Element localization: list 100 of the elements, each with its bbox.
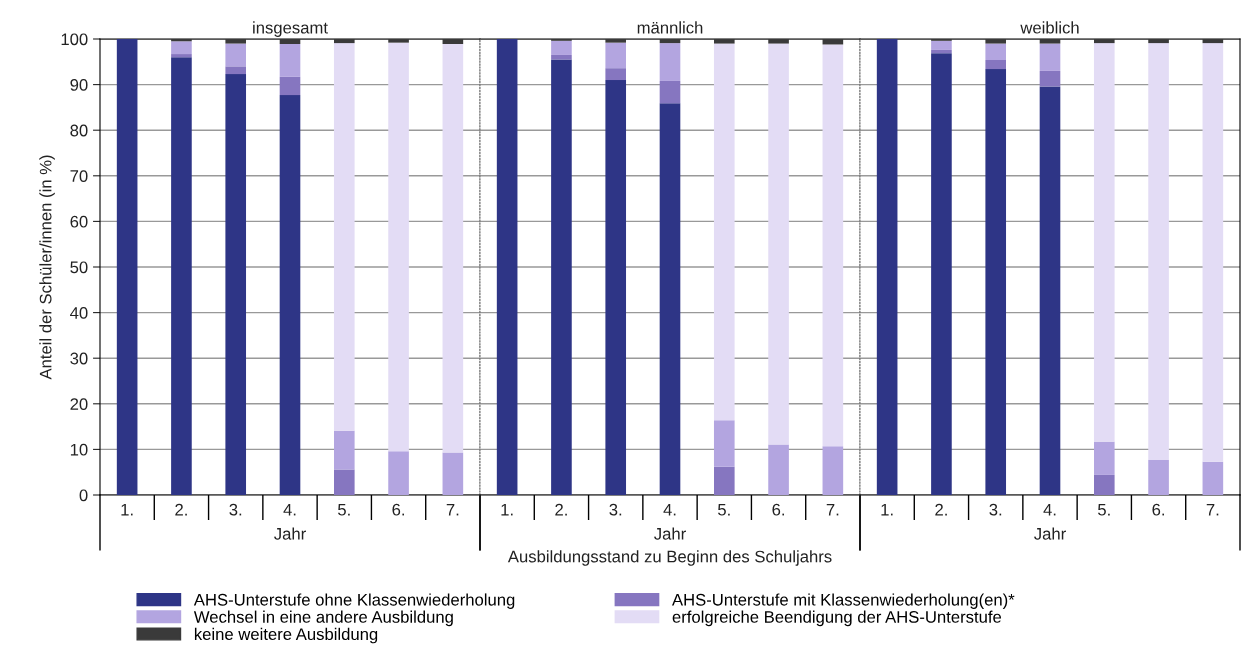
bar [659, 103, 681, 495]
bar [279, 95, 301, 495]
y-tick-label: 90 [70, 79, 88, 91]
bar [931, 40, 952, 50]
bar [605, 39, 627, 43]
bar [1148, 39, 1169, 44]
bar [1039, 43, 1061, 71]
bar [496, 39, 518, 495]
bar [388, 39, 409, 43]
bar [1148, 459, 1169, 495]
y-tick-label: 70 [70, 170, 88, 182]
bar [116, 39, 138, 495]
bar [659, 43, 681, 81]
bar [551, 54, 572, 60]
y-axis-title: Anteil der Schüler/innen (in %) [39, 155, 55, 380]
legend-label: keine weitere Ausbildung [194, 627, 378, 644]
bar [1093, 441, 1115, 475]
chart-title: insgesamt [253, 21, 328, 37]
bar [333, 39, 355, 44]
bar [388, 42, 409, 452]
bar [279, 76, 301, 96]
chart-title: weiblich [1020, 21, 1079, 34]
bar [551, 59, 572, 495]
bar [442, 44, 464, 453]
x-tick-label: 5. [718, 503, 730, 516]
x-axis-title: Jahr [274, 527, 306, 540]
bar [1039, 70, 1061, 87]
x-tick-label: 3. [609, 503, 622, 516]
legend-label: Wechsel in eine andere Ausbildung [193, 610, 453, 627]
bar [279, 39, 301, 45]
y-tick-label: 60 [70, 215, 88, 228]
bar [333, 43, 355, 431]
bar [279, 44, 301, 77]
bar [551, 40, 572, 55]
bar [171, 57, 192, 495]
bar [171, 41, 192, 55]
x-tick-label: 2. [555, 503, 567, 516]
x-tick-label: 6. [1152, 503, 1164, 516]
bar [333, 469, 355, 495]
bar [1202, 39, 1224, 44]
y-tick-label: 80 [70, 124, 88, 137]
bar [713, 43, 735, 421]
bar [225, 74, 247, 495]
bar [985, 43, 1007, 60]
bar [659, 80, 681, 104]
y-tick-label: 40 [70, 307, 88, 319]
bar [768, 43, 789, 445]
y-tick-label: 50 [70, 261, 88, 274]
x-axis-title: Jahr [654, 527, 686, 540]
y-tick-label: 30 [70, 352, 88, 365]
legend-label: AHS-Unterstufe ohne Klassenwiederholung [193, 593, 515, 609]
x-tick-label: 4. [283, 503, 296, 516]
x-tick-label: 1. [501, 503, 513, 516]
bar [713, 466, 735, 495]
x-tick-label: 1. [121, 503, 133, 516]
y-tick-label: 10 [70, 443, 88, 456]
x-tick-label: 6. [392, 503, 404, 516]
x-tick-label: 1. [881, 503, 893, 516]
x-tick-label: 5. [338, 503, 350, 516]
bar [1202, 43, 1224, 462]
bar [605, 80, 627, 495]
x-tick-label: 2. [935, 503, 947, 516]
bar [985, 59, 1007, 70]
bar [333, 430, 355, 470]
x-tick-label: 4. [663, 503, 676, 516]
bar [876, 39, 898, 495]
x-tick-label: 3. [989, 503, 1002, 516]
x-axis-title: Jahr [1034, 527, 1066, 540]
legend-label: AHS-Unterstufe mit Klassenwiederholung(en)* [672, 593, 1015, 609]
x-tick-label: 7. [1206, 503, 1219, 516]
chart-title: männlich [637, 21, 703, 34]
bar [1202, 461, 1224, 495]
bar [985, 69, 1007, 495]
bar [768, 444, 789, 495]
x-tick-label: 7. [826, 503, 839, 516]
x-tick-label: 5. [1098, 503, 1110, 516]
bar [225, 39, 247, 44]
x-tick-label: 2. [175, 503, 187, 516]
bar [1093, 39, 1115, 44]
bar [931, 49, 952, 54]
bar [713, 420, 735, 467]
x-tick-label: 4. [1043, 503, 1056, 516]
bar [225, 66, 247, 75]
bar [605, 68, 627, 81]
bar [1148, 43, 1169, 460]
bar [1039, 86, 1061, 495]
bar [605, 42, 627, 69]
x-tick-label: 3. [229, 503, 242, 516]
bar [931, 53, 952, 495]
bar [171, 54, 192, 58]
bar [985, 39, 1007, 44]
bar [1039, 39, 1061, 44]
bar [1093, 474, 1115, 495]
bar [768, 39, 789, 44]
bar [659, 39, 681, 44]
x-tick-label: 6. [772, 503, 784, 516]
bar [822, 446, 844, 495]
y-tick-label: 100 [61, 33, 88, 46]
bar [1093, 43, 1115, 442]
bar [388, 451, 409, 495]
